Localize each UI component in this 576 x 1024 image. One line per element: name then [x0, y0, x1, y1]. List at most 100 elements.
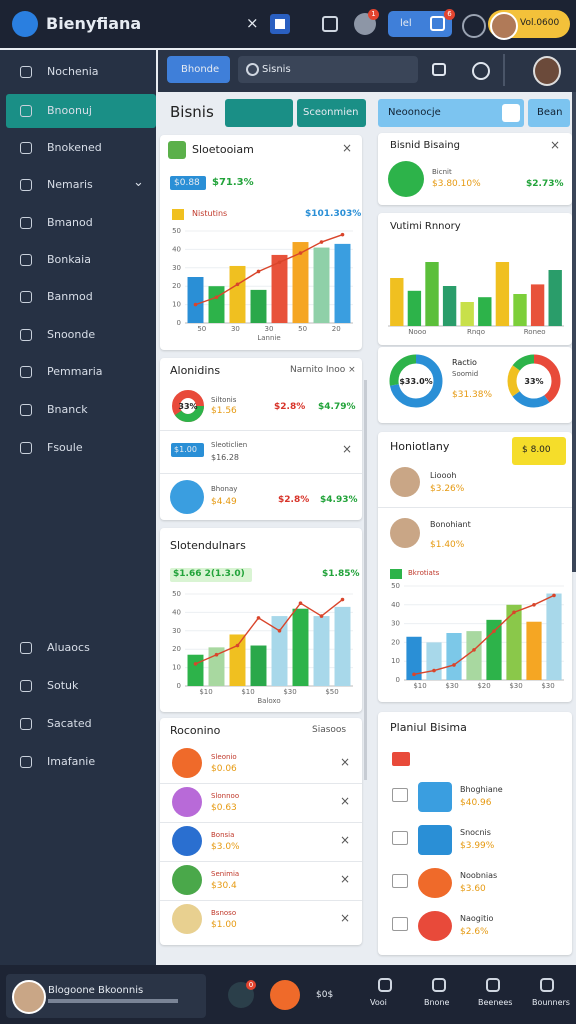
donut-segment [507, 354, 561, 408]
side-item[interactable]: Bnanck [47, 403, 88, 416]
input[interactable] [378, 99, 524, 127]
badge: 1 [368, 9, 379, 20]
side-item[interactable]: Imafanie [47, 755, 96, 768]
bar [495, 262, 510, 326]
side-icon [20, 442, 32, 454]
user-avatar[interactable] [533, 56, 561, 86]
card-link[interactable]: Narnito Inoo × [290, 365, 356, 375]
side-item[interactable]: Nemaris [47, 178, 93, 191]
tag-icon [392, 752, 410, 766]
row-sub: $30.4 [211, 881, 237, 891]
plus-icon[interactable] [270, 14, 290, 34]
line-point [277, 260, 282, 265]
donut-label: 33% [524, 377, 543, 386]
divider [160, 822, 362, 823]
line-point [298, 251, 303, 255]
x-tick-label: $10 [241, 688, 254, 696]
x-tick-label: $20 [477, 682, 490, 690]
close-icon[interactable]: × [342, 141, 353, 155]
close-icon: × [340, 872, 351, 886]
y-tick-label: 10 [172, 664, 181, 672]
card-title: Vutimi Rnnory [390, 221, 461, 232]
donut-label: 33% [178, 402, 197, 411]
bar [506, 604, 522, 680]
line-point [319, 240, 324, 244]
badge: 0 [246, 980, 256, 990]
line-point [532, 603, 536, 607]
stat-value: $71.3% [212, 177, 254, 188]
bar [292, 242, 309, 323]
line-point [193, 302, 198, 307]
donut-segment [507, 354, 561, 408]
button[interactable] [528, 99, 570, 127]
side-item[interactable]: Sacated [47, 717, 92, 730]
side-item[interactable]: Banmod [47, 290, 93, 303]
tab-label: Sceonmien [303, 107, 359, 118]
side-icon [20, 66, 32, 78]
row-sub: $1.00 [211, 920, 237, 930]
side-item[interactable]: Bnoonuj [47, 104, 92, 117]
row-icon [172, 787, 202, 817]
side-item[interactable]: Pemmaria [47, 365, 103, 378]
nav-label[interactable]: Beenees [478, 998, 513, 1007]
nav-icon [486, 978, 500, 992]
line-point [214, 652, 219, 657]
brand: Bienyfiana [46, 14, 142, 33]
chat-icon[interactable] [472, 62, 490, 80]
y-tick-label: 40 [172, 245, 181, 253]
nav-label[interactable]: Vooi [370, 998, 387, 1007]
amount: $0$ [316, 990, 334, 1000]
card-link[interactable]: Siasoos [312, 725, 347, 735]
profile-label: Vol.0600 [520, 18, 560, 28]
line-point [256, 616, 261, 620]
button[interactable] [512, 437, 566, 465]
nav-label[interactable]: Bounners [532, 998, 570, 1007]
row-tag [392, 874, 408, 888]
logo[interactable] [12, 11, 38, 37]
bar-line-chart: 0 10 20 30 40 50 $10 $30 $20 $30 $30 [391, 582, 564, 690]
search-box[interactable] [238, 56, 418, 83]
action-button[interactable] [388, 11, 452, 37]
row-icon [418, 868, 452, 898]
row-name: Bsnoso [211, 909, 237, 917]
scrollbar[interactable] [364, 380, 367, 780]
side-item[interactable]: Bmanod [47, 216, 93, 229]
x-tick-label: $30 [445, 682, 458, 690]
donut-chart: $33.0% [389, 354, 443, 408]
bar [250, 289, 267, 323]
side-item[interactable]: Fsoule [47, 441, 83, 454]
side-item[interactable]: Bonkaia [47, 253, 91, 266]
toolbar-button[interactable] [167, 56, 230, 83]
line-point [412, 672, 416, 677]
y-tick-label: 40 [391, 601, 400, 609]
bar [446, 633, 462, 680]
side-item[interactable]: Bnokened [47, 141, 102, 154]
close-icon[interactable]: × [342, 442, 353, 456]
fab[interactable] [270, 980, 300, 1010]
line-point [277, 629, 282, 633]
row-sub: $16.28 [211, 453, 239, 462]
row-name: Noobnias [460, 871, 498, 880]
side-item[interactable]: Sotuk [47, 679, 79, 692]
bookmark-icon[interactable] [322, 16, 338, 32]
side-item[interactable]: Nochenia [47, 65, 99, 78]
row-icon: 33% [172, 390, 204, 422]
close-icon[interactable]: × [550, 138, 561, 152]
tab-button[interactable] [297, 99, 366, 127]
side-item[interactable]: Aluaocs [47, 641, 90, 654]
x-tick-label: $50 [325, 688, 338, 696]
settings-icon[interactable] [462, 14, 486, 38]
side-item[interactable]: Snoonde [47, 328, 96, 341]
close-button[interactable]: × [246, 14, 259, 32]
line-point [452, 663, 456, 667]
search-placeholder: Sisnis [262, 64, 291, 75]
row-name: Bicnit [432, 168, 452, 176]
scrollbar[interactable] [572, 92, 576, 572]
lock-icon[interactable] [432, 63, 446, 76]
y-tick-label: 30 [172, 627, 181, 635]
nav-label[interactable]: Bnone [424, 998, 450, 1007]
pill-label: $1.66 2(1.3.0) [173, 569, 245, 579]
bar [187, 654, 204, 686]
nav-button[interactable] [225, 99, 293, 127]
input-icon[interactable] [502, 104, 520, 122]
